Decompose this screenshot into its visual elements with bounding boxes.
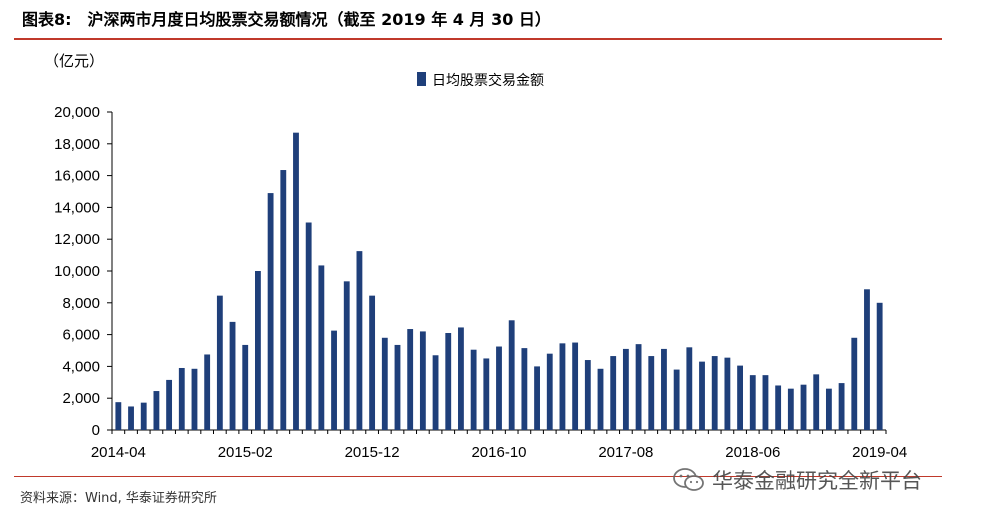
bar <box>166 379 173 430</box>
title-divider <box>14 38 942 40</box>
bar <box>534 366 540 430</box>
bar <box>153 391 160 430</box>
bar <box>267 193 274 430</box>
bar <box>280 170 287 430</box>
y-tick-label: 10,000 <box>54 263 100 280</box>
bar <box>115 402 122 430</box>
x-tick-label: 2017-08 <box>598 444 653 461</box>
footer-divider <box>14 476 942 477</box>
y-tick-label: 2,000 <box>62 390 100 407</box>
bar <box>331 330 337 430</box>
bar <box>470 349 477 430</box>
bar <box>749 375 756 430</box>
bar <box>825 388 832 430</box>
y-tick-label: 8,000 <box>62 295 100 312</box>
bar <box>661 348 667 430</box>
y-tick-label: 12,000 <box>54 231 100 248</box>
x-tick-label: 2015-02 <box>218 444 273 461</box>
bar <box>204 354 211 430</box>
bar <box>407 329 414 430</box>
legend: 日均股票交易金额 <box>417 72 544 89</box>
bar <box>356 251 363 430</box>
y-tick-label: 16,000 <box>54 168 100 185</box>
bar <box>787 388 794 430</box>
bar <box>876 302 883 430</box>
bar <box>597 368 604 430</box>
bar <box>394 344 401 430</box>
source-note: 资料来源：Wind, 华泰证券研究所 <box>20 491 217 506</box>
bar <box>496 346 502 430</box>
bar <box>864 289 870 430</box>
bar <box>813 374 820 430</box>
y-tick-label: 20,000 <box>54 104 100 121</box>
y-tick-label: 14,000 <box>54 199 100 216</box>
bar <box>851 337 858 430</box>
bar <box>584 360 591 430</box>
legend-label: 日均股票交易金额 <box>432 72 544 89</box>
y-axis: 0 2,000 4,000 6,000 8,000 10,000 12,000 14,000 1… <box>54 104 113 439</box>
x-tick-label: 2014-04 <box>91 444 146 461</box>
bar <box>432 355 439 430</box>
bar <box>762 375 769 430</box>
figure-label: 图表8: <box>22 10 72 29</box>
bar <box>699 361 705 430</box>
watermark: 华泰金融研究全新平台 <box>672 465 922 495</box>
figure-title: 图表8: 沪深两市月度日均股票交易额情况（截至 2019 年 4 月 30 日） <box>22 6 551 30</box>
bar <box>369 295 376 430</box>
bar <box>216 295 223 430</box>
bar <box>572 342 579 430</box>
bar <box>610 356 617 430</box>
bar <box>775 385 782 430</box>
bar <box>711 356 718 430</box>
y-tick-label: 18,000 <box>54 136 100 153</box>
wechat-icon <box>673 468 704 491</box>
bar <box>508 320 515 430</box>
bar <box>178 367 185 430</box>
bar <box>521 348 528 430</box>
bar <box>673 369 680 430</box>
figure-title-text: 沪深两市月度日均股票交易额情况（截至 2019 年 4 月 30 日） <box>87 10 551 29</box>
bar <box>343 281 350 430</box>
legend-swatch <box>417 72 426 86</box>
bar <box>229 321 236 430</box>
bar <box>838 383 845 430</box>
y-tick-label: 4,000 <box>62 358 100 375</box>
bar <box>293 132 299 431</box>
bar <box>800 384 807 430</box>
bar <box>419 331 426 430</box>
y-tick-label: 0 <box>92 422 100 439</box>
bar <box>140 402 147 430</box>
bar <box>242 344 249 430</box>
bar <box>622 348 629 430</box>
x-axis: 2014-04 2015-02 2015-12 2016-10 2017-08 2018-… <box>91 429 907 461</box>
bar <box>546 353 553 430</box>
bar <box>445 333 452 430</box>
x-tick-label: 2016-10 <box>471 444 526 461</box>
watermark-text: 华泰金融研究全新平台 <box>712 469 922 493</box>
x-tick-label: 2018-06 <box>725 444 780 461</box>
bar <box>381 337 388 430</box>
bar <box>254 271 261 430</box>
bar <box>737 365 744 430</box>
bar <box>483 358 490 430</box>
bar <box>318 265 325 430</box>
bar <box>191 368 198 430</box>
bar <box>458 327 464 430</box>
y-tick-label: 6,000 <box>62 327 100 344</box>
x-tick-label: 2019-04 <box>852 444 907 461</box>
y-axis-unit: （亿元） <box>44 52 105 70</box>
bar <box>724 357 731 430</box>
bar <box>648 356 655 430</box>
bar <box>686 347 693 430</box>
x-tick-label: 2015-12 <box>345 444 400 461</box>
bar <box>128 406 134 430</box>
bar <box>305 222 312 430</box>
bar <box>635 344 642 430</box>
bar-series <box>115 132 883 431</box>
bar <box>559 343 566 430</box>
